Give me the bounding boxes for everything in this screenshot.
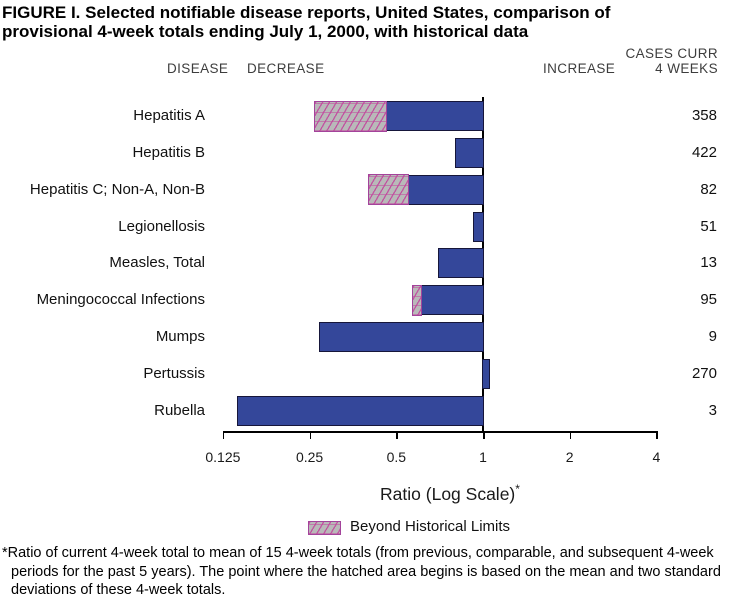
x-axis-tick-label-0.25: 0.25: [295, 449, 324, 465]
bar-hepatitis-b: [455, 137, 485, 168]
column-header-cases-line1: CASES CURR: [625, 46, 718, 61]
footnote: *Ratio of current 4-week total to mean o…: [2, 545, 721, 598]
x-axis-tick-2: [569, 432, 572, 439]
x-axis-tick-4: [656, 432, 658, 439]
bar-mumps: [319, 322, 485, 353]
row-label-mumps: Mumps: [155, 328, 205, 346]
x-axis-title: Ratio (Log Scale)*: [300, 482, 600, 505]
figure-title-line2: provisional 4-week totals ending July 1,…: [2, 22, 529, 41]
bar-meningococcal-infections: [412, 284, 485, 316]
x-axis-tick-0.125: [222, 432, 225, 439]
cases-value-mumps: 9: [708, 328, 717, 346]
cases-value-rubella: 3: [708, 401, 717, 419]
row-label-hepatitis-c-non-a-non-b: Hepatitis C; Non-A, Non-B: [29, 180, 205, 198]
x-axis-tick-label-2: 2: [565, 449, 574, 465]
x-axis-tick-0.5: [396, 432, 398, 439]
legend-label: Beyond Historical Limits: [350, 518, 511, 535]
x-axis-tick-label-0.125: 0.125: [205, 449, 241, 465]
figure-title: FIGURE I. Selected notifiable disease re…: [2, 3, 746, 41]
cases-value-hepatitis-b: 422: [691, 143, 717, 161]
bar-pertussis: [481, 358, 491, 389]
legend-hatch-swatch: [308, 521, 341, 535]
figure-title-line1: FIGURE I. Selected notifiable disease re…: [2, 3, 611, 22]
column-header-cases-line2: 4 WEEKS: [655, 61, 718, 76]
x-axis-title-asterisk: *: [515, 482, 520, 496]
x-axis-tick-label-0.5: 0.5: [386, 449, 407, 465]
beyond-historical-limits-segment-meningococcal-infections: [412, 284, 423, 316]
column-header-disease: DISEASE: [167, 61, 229, 76]
row-label-hepatitis-a: Hepatitis A: [133, 107, 205, 124]
cases-value-hepatitis-c-non-a-non-b: 82: [700, 180, 717, 198]
cases-value-meningococcal-infections: 95: [700, 291, 717, 309]
bar-rubella: [237, 395, 485, 426]
column-header-cases: CASES CURR 4 WEEKS: [600, 46, 718, 76]
bar-measles-total: [438, 248, 485, 279]
cases-value-pertussis: 270: [691, 364, 717, 382]
bar-hepatitis-a: [314, 100, 485, 132]
cases-value-hepatitis-a: 358: [691, 107, 717, 124]
column-header-increase: INCREASE: [543, 61, 616, 76]
row-label-hepatitis-b: Hepatitis B: [132, 143, 205, 161]
x-axis-tick-0.25: [309, 432, 312, 439]
cases-value-measles-total: 13: [700, 254, 717, 272]
x-axis-tick-1: [483, 432, 485, 439]
column-header-decrease: DECREASE: [247, 61, 325, 76]
row-label-meningococcal-infections: Meningococcal Infections: [36, 291, 205, 309]
row-label-legionellosis: Legionellosis: [118, 217, 205, 235]
bar-legionellosis: [472, 211, 485, 242]
row-label-measles-total: Measles, Total: [109, 254, 205, 272]
x-axis-title-text: Ratio (Log Scale): [380, 483, 516, 504]
cases-value-legionellosis: 51: [700, 217, 717, 235]
row-label-pertussis: Pertussis: [143, 364, 205, 382]
x-axis-tick-label-1: 1: [479, 449, 487, 465]
beyond-historical-limits-segment-hepatitis-a: [314, 100, 387, 132]
x-axis-tick-label-4: 4: [652, 449, 661, 465]
x-axis-line: [223, 431, 658, 433]
bar-hepatitis-c-non-a-non-b: [367, 174, 485, 206]
row-label-rubella: Rubella: [154, 401, 205, 419]
beyond-historical-limits-segment-hepatitis-c-non-a-non-b: [367, 174, 410, 206]
